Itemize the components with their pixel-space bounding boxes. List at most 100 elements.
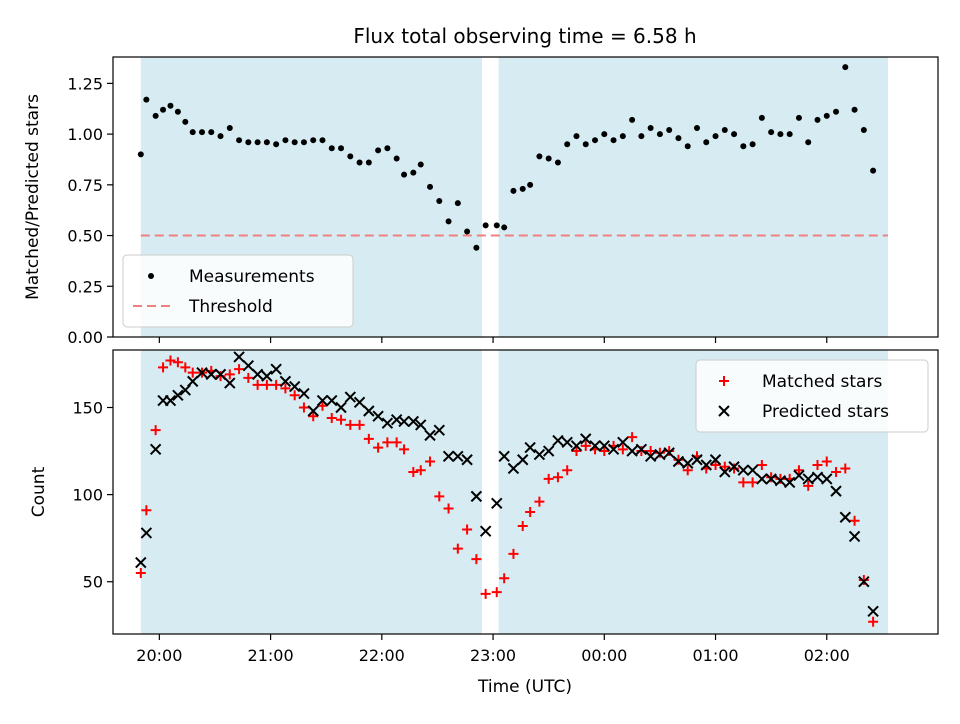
legend-label: Matched stars: [762, 372, 882, 392]
matched-star-point: [317, 400, 328, 411]
matched-star-point: [562, 465, 573, 476]
predicted-star-point: [363, 405, 375, 417]
measurement-point: [217, 133, 224, 140]
predicted-star-point: [461, 454, 473, 466]
matched-star-point: [180, 362, 191, 373]
predicted-star-point: [533, 448, 546, 461]
predicted-star-point: [580, 433, 592, 445]
x-tick-label: 20:00: [136, 646, 182, 665]
matched-star-point: [252, 379, 263, 390]
legend-predicted-swatch: [718, 405, 730, 417]
matched-star-point: [434, 491, 445, 502]
measurement-point: [805, 139, 812, 146]
measurement-point: [328, 145, 335, 152]
matched-star-point: [543, 473, 554, 484]
measurement-point: [160, 106, 167, 113]
matched-star-point: [158, 362, 169, 373]
legend-matched-swatch: [719, 376, 729, 386]
matched-star-point: [571, 446, 582, 457]
matched-star-point: [517, 520, 528, 531]
predicted-star-point: [589, 440, 601, 452]
predicted-star-point: [279, 375, 292, 388]
predicted-star-point: [598, 440, 610, 452]
measurement-point: [273, 141, 280, 148]
predicted-star-point: [542, 445, 555, 457]
y-tick-label: 50: [83, 573, 103, 592]
predicted-star-point: [307, 405, 319, 417]
measurement-point: [226, 125, 233, 132]
predicted-star-point: [524, 441, 536, 454]
measurement-point: [656, 131, 663, 138]
matched-star-point: [150, 425, 161, 436]
measurement-point: [454, 200, 461, 207]
measurement-point: [712, 133, 719, 140]
matched-star-point: [868, 616, 879, 627]
matched-star-point: [719, 461, 730, 472]
matched-star-point: [858, 574, 869, 585]
x-tick-label: 22:00: [359, 646, 405, 665]
measurement-point: [647, 125, 654, 132]
measurement-point: [592, 137, 599, 144]
predicted-star-point: [242, 359, 255, 372]
matched-star-point: [289, 390, 300, 401]
predicted-star-point: [552, 434, 564, 447]
measurement-point: [786, 131, 793, 138]
matched-star-point: [391, 437, 402, 448]
predicted-star-point: [224, 377, 236, 389]
x-tick-label: 23:00: [470, 646, 516, 665]
legend-label: Threshold: [188, 297, 273, 317]
measurement-point: [310, 137, 317, 144]
predicted-star-point: [491, 497, 503, 510]
measurement-point: [666, 127, 673, 134]
predicted-star-point: [424, 429, 436, 442]
y-axis-label: Matched/Predicted stars: [23, 94, 43, 300]
predicted-star-point: [858, 576, 870, 588]
matched-star-point: [373, 442, 384, 453]
matched-star-point: [821, 456, 832, 467]
predicted-star-point: [691, 454, 703, 466]
predicted-star-point: [839, 511, 852, 523]
measurement-point: [795, 114, 802, 121]
measurement-point: [814, 116, 821, 123]
predicted-star-point: [326, 394, 338, 407]
matched-star-point: [747, 477, 758, 488]
measurement-point: [152, 112, 159, 119]
measurement-point: [536, 153, 543, 160]
measurement-point: [167, 102, 174, 109]
matched-star-point: [462, 524, 473, 535]
measurement-point: [573, 133, 580, 140]
predicted-star-point: [793, 469, 805, 482]
predicted-star-point: [452, 450, 464, 462]
matched-star-point: [399, 444, 410, 455]
matched-star-point: [382, 437, 393, 448]
predicted-star-point: [561, 436, 573, 449]
predicted-star-point: [135, 556, 147, 569]
measurement-point: [417, 161, 424, 168]
predicted-star-point: [654, 448, 666, 461]
measurement-point: [777, 131, 784, 138]
matched-star-point: [298, 402, 309, 413]
measurement-point: [619, 133, 626, 140]
matched-star-point: [766, 472, 777, 483]
matched-star-point: [756, 459, 767, 470]
predicted-star-point: [672, 455, 685, 468]
ratio-panel: 0.00 0.25 0.50 0.75 1.00 1.25 Matched/Predicte…: [23, 56, 939, 347]
y-tick-label: 150: [72, 398, 103, 417]
measurement-point: [300, 139, 307, 146]
predicted-star-point: [635, 443, 648, 456]
matched-star-point: [271, 379, 282, 390]
legend-label: Predicted stars: [762, 402, 889, 422]
predicted-star-point: [607, 443, 620, 456]
matched-star-point: [636, 446, 647, 457]
matched-star-point: [326, 412, 337, 423]
predicted-star-point: [335, 401, 347, 414]
measurement-point: [182, 118, 189, 125]
y-tick-label: 0.50: [67, 227, 103, 246]
measurement-point: [236, 137, 243, 144]
measurement-point: [445, 218, 452, 225]
matched-star-point: [840, 463, 851, 474]
y-tick-label: 0.75: [67, 176, 103, 195]
matched-star-point: [480, 588, 491, 599]
matched-star-point: [599, 446, 610, 457]
